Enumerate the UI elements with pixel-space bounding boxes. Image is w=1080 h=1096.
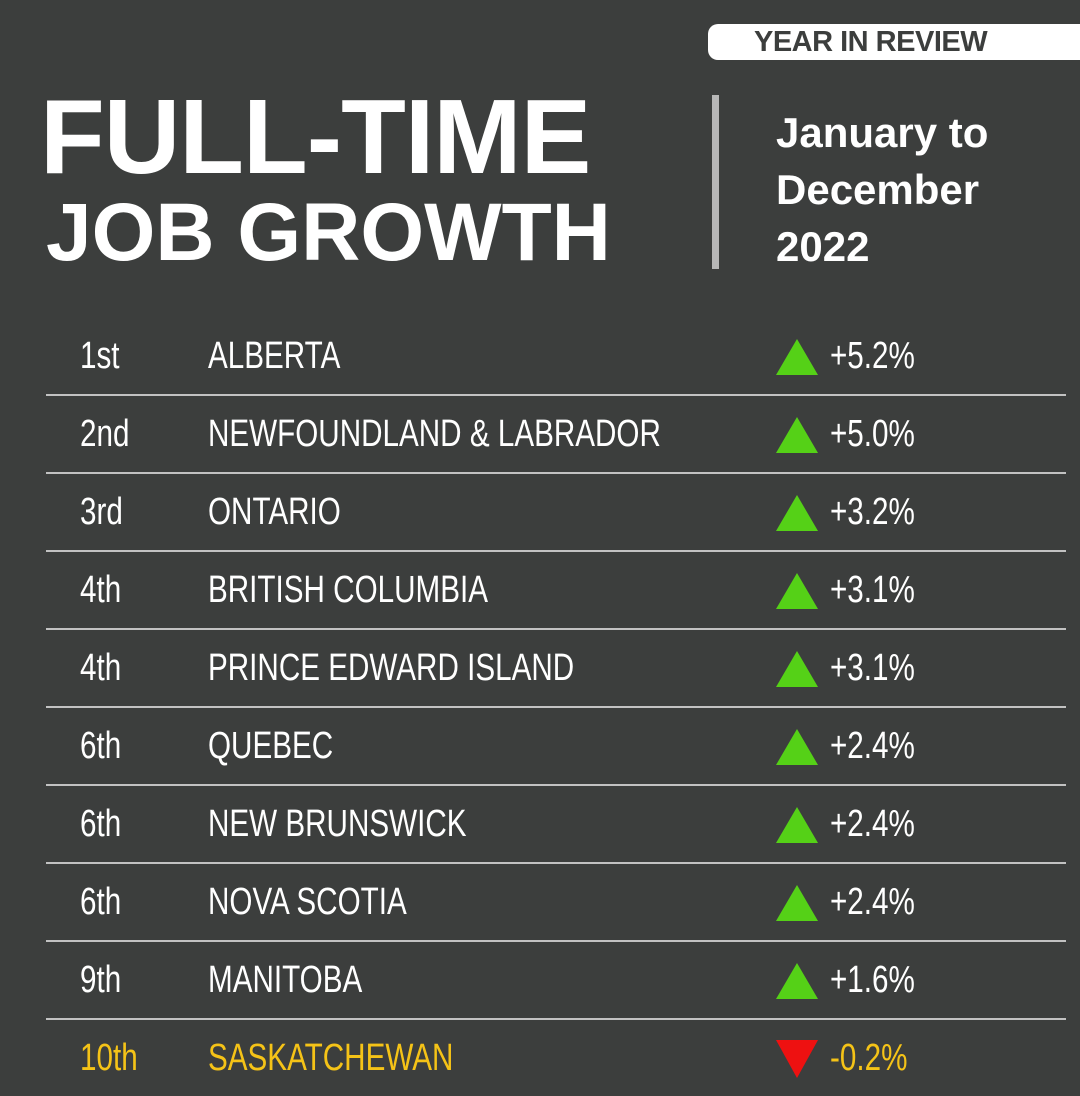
change-value: +5.2%: [830, 335, 915, 377]
province-label: ALBERTA: [208, 335, 341, 377]
date-range: January to December 2022: [776, 104, 988, 275]
rank-label: 1st: [80, 335, 120, 377]
rank-label: 6th: [80, 725, 122, 767]
table-row: 4th BRITISH COLUMBIA +3.1%: [46, 552, 1066, 630]
rank-label: 10th: [80, 1037, 138, 1079]
rank-label: 9th: [80, 959, 122, 1001]
rank-label: 2nd: [80, 413, 130, 455]
province-label: ONTARIO: [208, 491, 341, 533]
up-arrow-icon: [776, 885, 818, 921]
rank-label: 3rd: [80, 491, 123, 533]
table-row: 6th QUEBEC +2.4%: [46, 708, 1066, 786]
table-row: 1st ALBERTA +5.2%: [46, 318, 1066, 396]
down-arrow-icon: [776, 1040, 818, 1078]
up-arrow-icon: [776, 729, 818, 765]
change-value: +3.1%: [830, 569, 915, 611]
date-line-2: December: [776, 166, 980, 213]
rank-label: 6th: [80, 803, 122, 845]
change-value: -0.2%: [830, 1037, 908, 1079]
date-line-3: 2022: [776, 223, 870, 270]
up-arrow-icon: [776, 807, 818, 843]
up-arrow-icon: [776, 495, 818, 531]
province-label: BRITISH COLUMBIA: [208, 569, 488, 611]
table-row: 3rd ONTARIO +3.2%: [46, 474, 1066, 552]
year-in-review-badge: YEAR IN REVIEW: [708, 24, 1080, 60]
change-value: +5.0%: [830, 413, 915, 455]
change-value: +1.6%: [830, 959, 915, 1001]
province-label: NOVA SCOTIA: [208, 881, 407, 923]
rank-label: 4th: [80, 647, 122, 689]
province-label: MANITOBA: [208, 959, 363, 1001]
up-arrow-icon: [776, 651, 818, 687]
up-arrow-icon: [776, 339, 818, 375]
table-row: 4th PRINCE EDWARD ISLAND +3.1%: [46, 630, 1066, 708]
up-arrow-icon: [776, 963, 818, 999]
table-row: 6th NEW BRUNSWICK +2.4%: [46, 786, 1066, 864]
change-value: +2.4%: [830, 881, 915, 923]
up-arrow-icon: [776, 573, 818, 609]
change-value: +2.4%: [830, 725, 915, 767]
change-value: +3.1%: [830, 647, 915, 689]
table-row: 6th NOVA SCOTIA +2.4%: [46, 864, 1066, 942]
title-divider: [712, 95, 719, 269]
ranking-table: 1st ALBERTA +5.2% 2nd NEWFOUNDLAND & LABRADO…: [46, 318, 1066, 1096]
province-label: PRINCE EDWARD ISLAND: [208, 647, 575, 689]
change-value: +3.2%: [830, 491, 915, 533]
province-label: NEWFOUNDLAND & LABRADOR: [208, 413, 661, 455]
title-line-2: JOB GROWTH: [46, 187, 611, 278]
rank-label: 4th: [80, 569, 122, 611]
province-label: NEW BRUNSWICK: [208, 803, 467, 845]
date-line-1: January to: [776, 109, 989, 156]
rank-label: 6th: [80, 881, 122, 923]
change-value: +2.4%: [830, 803, 915, 845]
province-label: QUEBEC: [208, 725, 334, 767]
title-line-1: FULL-TIME: [40, 78, 591, 196]
province-label: SASKATCHEWAN: [208, 1037, 454, 1079]
table-row: 10th SASKATCHEWAN -0.2%: [46, 1020, 1066, 1096]
table-row: 9th MANITOBA +1.6%: [46, 942, 1066, 1020]
up-arrow-icon: [776, 417, 818, 453]
table-row: 2nd NEWFOUNDLAND & LABRADOR +5.0%: [46, 396, 1066, 474]
